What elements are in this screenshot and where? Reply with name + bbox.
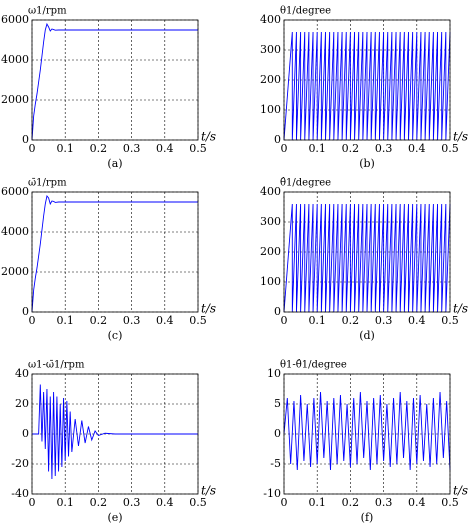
x-tick-label: 0.4	[408, 142, 426, 155]
y-tick-label: -20	[11, 457, 29, 470]
y-tick-label: 6000	[1, 13, 29, 26]
axis-title: θ1-θ̂1/degree	[280, 360, 347, 371]
x-tick-label: 0.2	[342, 496, 360, 509]
x-tick-label: 0	[29, 496, 36, 509]
axes-frame	[283, 191, 451, 313]
x-axis-label: t/s	[453, 130, 468, 144]
x-tick-label: 0.1	[308, 314, 326, 327]
axes-frame	[283, 373, 451, 495]
x-tick-label: 0	[29, 314, 36, 327]
x-tick-label: 0.5	[189, 496, 207, 509]
y-tick-label: -5	[270, 457, 281, 470]
x-tick-label: 0.1	[308, 142, 326, 155]
y-tick-label: 40	[15, 367, 29, 380]
caption: (c)	[108, 329, 123, 342]
line-series	[283, 391, 451, 471]
x-tick-label: 0.5	[441, 314, 459, 327]
caption: (f)	[361, 511, 374, 524]
y-tick-label: -10	[263, 487, 281, 500]
y-tick-label: 6000	[1, 185, 29, 198]
y-tick-label: 4000	[1, 225, 29, 238]
y-tick-label: 0	[274, 305, 281, 318]
caption: (d)	[359, 329, 375, 342]
plot-area	[32, 20, 198, 140]
x-axis-label: t/s	[201, 484, 216, 498]
x-tick-label: 0.3	[123, 314, 141, 327]
axis-title: θ1/degree	[280, 6, 331, 17]
line-series	[32, 384, 198, 480]
x-tick-label: 0	[281, 314, 288, 327]
axis-title: θ̂1/degree	[280, 178, 331, 189]
x-tick-label: 0.1	[308, 496, 326, 509]
y-tick-label: 10	[267, 367, 281, 380]
x-tick-label: 0.4	[408, 314, 426, 327]
caption: (a)	[107, 157, 122, 170]
x-tick-label: 0	[29, 142, 36, 155]
line-series	[283, 31, 451, 141]
x-axis-label: t/s	[201, 302, 216, 316]
y-tick-label: 5	[274, 397, 281, 410]
axes-frame	[283, 19, 451, 141]
x-tick-label: 0.2	[90, 314, 108, 327]
y-tick-label: 2000	[1, 93, 29, 106]
x-tick-label: 0.3	[375, 142, 393, 155]
x-tick-label: 0.3	[123, 142, 141, 155]
y-tick-label: 4000	[1, 53, 29, 66]
x-tick-label: 0.3	[375, 496, 393, 509]
x-tick-label: 0	[281, 142, 288, 155]
axis-title: ω1-ω̄1/rpm	[28, 360, 85, 371]
x-tick-label: 0.2	[342, 314, 360, 327]
line-series	[283, 203, 451, 313]
x-axis-label: t/s	[453, 484, 468, 498]
x-tick-label: 0.4	[408, 496, 426, 509]
x-tick-label: 0.5	[189, 314, 207, 327]
y-tick-label: 0	[22, 305, 29, 318]
x-tick-label: 0.3	[375, 314, 393, 327]
x-tick-label: 0	[281, 496, 288, 509]
x-tick-label: 0.5	[441, 142, 459, 155]
y-tick-label: 0	[22, 133, 29, 146]
plot-area	[32, 192, 198, 312]
y-tick-label: 20	[15, 397, 29, 410]
x-tick-label: 0.2	[90, 142, 108, 155]
x-tick-label: 0.4	[156, 496, 174, 509]
x-tick-label: 0.2	[90, 496, 108, 509]
x-tick-label: 0.5	[189, 142, 207, 155]
caption: (b)	[359, 157, 375, 170]
y-tick-label: 400	[260, 13, 281, 26]
x-tick-label: 0.4	[156, 314, 174, 327]
y-tick-label: 200	[260, 73, 281, 86]
y-tick-label: 200	[260, 245, 281, 258]
x-tick-label: 0.1	[56, 314, 74, 327]
y-tick-label: 300	[260, 43, 281, 56]
y-tick-label: 0	[22, 427, 29, 440]
axis-title: ω̄1/rpm	[28, 178, 67, 189]
axes-frame	[31, 373, 199, 495]
line-series	[31, 22, 198, 141]
y-tick-label: 2000	[1, 265, 29, 278]
caption: (e)	[107, 511, 122, 524]
x-tick-label: 0.4	[156, 142, 174, 155]
y-tick-label: 100	[260, 275, 281, 288]
x-tick-label: 0.1	[56, 496, 74, 509]
axes-frame	[31, 19, 199, 141]
y-tick-label: 100	[260, 103, 281, 116]
x-tick-label: 0.5	[441, 496, 459, 509]
x-tick-label: 0.1	[56, 142, 74, 155]
y-tick-label: 0	[274, 427, 281, 440]
x-tick-label: 0.3	[123, 496, 141, 509]
line-series	[31, 194, 198, 313]
x-tick-label: 0.2	[342, 142, 360, 155]
axis-title: ω1/rpm	[28, 6, 67, 17]
axes-frame	[31, 191, 199, 313]
y-tick-label: 0	[274, 133, 281, 146]
x-axis-label: t/s	[453, 302, 468, 316]
y-tick-label: -40	[11, 487, 29, 500]
y-tick-label: 300	[260, 215, 281, 228]
y-tick-label: 400	[260, 185, 281, 198]
x-axis-label: t/s	[201, 130, 216, 144]
